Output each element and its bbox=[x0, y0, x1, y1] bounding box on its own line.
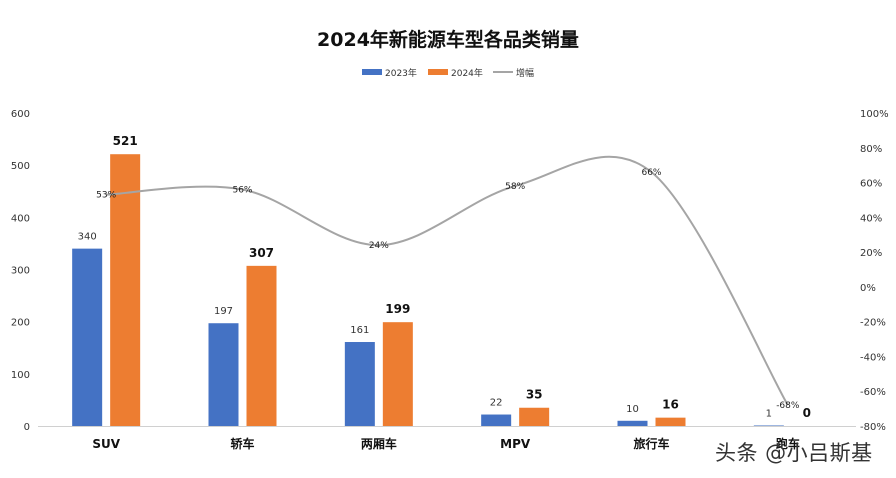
bar-2024 bbox=[519, 407, 550, 426]
legend-label-2023: 2023年 bbox=[385, 67, 417, 79]
x-tick-label: SUV bbox=[92, 437, 120, 451]
data-label-2023: 340 bbox=[78, 232, 97, 243]
legend-swatch-2023 bbox=[362, 69, 382, 75]
x-tick-label: MPV bbox=[500, 437, 531, 451]
growth-label: 66% bbox=[641, 168, 661, 178]
bar-2024 bbox=[382, 322, 413, 426]
growth-label: 53% bbox=[96, 191, 116, 201]
y2-tick-label: -60% bbox=[860, 387, 886, 398]
bar-2023 bbox=[753, 425, 784, 426]
legend-label-growth: 增幅 bbox=[516, 67, 534, 79]
data-label-2024: 307 bbox=[249, 246, 274, 260]
x-tick-label: 跑车 bbox=[776, 436, 800, 451]
bar-2023 bbox=[208, 323, 239, 426]
bar-2024 bbox=[110, 154, 141, 426]
watermark: 头条 @小吕斯基 bbox=[715, 441, 873, 465]
data-label-2024: 16 bbox=[662, 398, 679, 412]
data-label-2023: 161 bbox=[350, 325, 369, 336]
data-label-2023: 22 bbox=[490, 398, 503, 409]
growth-label: 58% bbox=[505, 182, 525, 192]
y2-tick-label: 40% bbox=[860, 213, 882, 224]
y2-tick-label: 80% bbox=[860, 144, 882, 155]
y2-tick-label: 100% bbox=[860, 109, 889, 120]
x-tick-label: 旅行车 bbox=[633, 436, 669, 451]
bar-2023 bbox=[481, 414, 512, 426]
growth-label: -68% bbox=[776, 401, 800, 411]
y2-tick-label: -20% bbox=[860, 318, 886, 329]
y-tick-label: 400 bbox=[11, 213, 30, 224]
bar-2023 bbox=[344, 342, 375, 426]
bar-2024 bbox=[246, 265, 277, 426]
y2-tick-label: -40% bbox=[860, 352, 886, 363]
growth-line bbox=[106, 155, 789, 406]
bar-2023 bbox=[617, 420, 648, 426]
data-label-2024: 521 bbox=[113, 134, 138, 148]
y-tick-label: 600 bbox=[11, 109, 30, 120]
chart-title: 2024年新能源车型各品类销量 bbox=[317, 28, 579, 51]
y2-tick-label: -80% bbox=[860, 422, 886, 433]
x-tick-label: 轿车 bbox=[230, 436, 254, 451]
y-tick-label: 200 bbox=[11, 318, 30, 329]
growth-label: 24% bbox=[369, 241, 389, 251]
legend-label-2024: 2024年 bbox=[451, 67, 483, 79]
y-tick-label: 300 bbox=[11, 266, 30, 277]
data-label-2023: 1 bbox=[766, 408, 772, 419]
data-label-2024: 0 bbox=[803, 406, 811, 420]
data-label-2024: 35 bbox=[526, 388, 543, 402]
y2-tick-label: 0% bbox=[860, 283, 876, 294]
data-label-2023: 10 bbox=[626, 404, 639, 415]
data-label-2023: 197 bbox=[214, 306, 233, 317]
bar-2023 bbox=[72, 248, 103, 426]
y-tick-label: 0 bbox=[24, 422, 30, 433]
legend-swatch-2024 bbox=[428, 69, 448, 75]
y2-tick-label: 60% bbox=[860, 179, 882, 190]
y-tick-label: 500 bbox=[11, 161, 30, 172]
x-tick-label: 两厢车 bbox=[361, 436, 397, 451]
y-tick-label: 100 bbox=[11, 370, 30, 381]
growth-label: 56% bbox=[232, 186, 252, 196]
y2-tick-label: 20% bbox=[860, 248, 882, 259]
bar-2024 bbox=[655, 417, 686, 426]
data-label-2024: 199 bbox=[385, 302, 410, 316]
